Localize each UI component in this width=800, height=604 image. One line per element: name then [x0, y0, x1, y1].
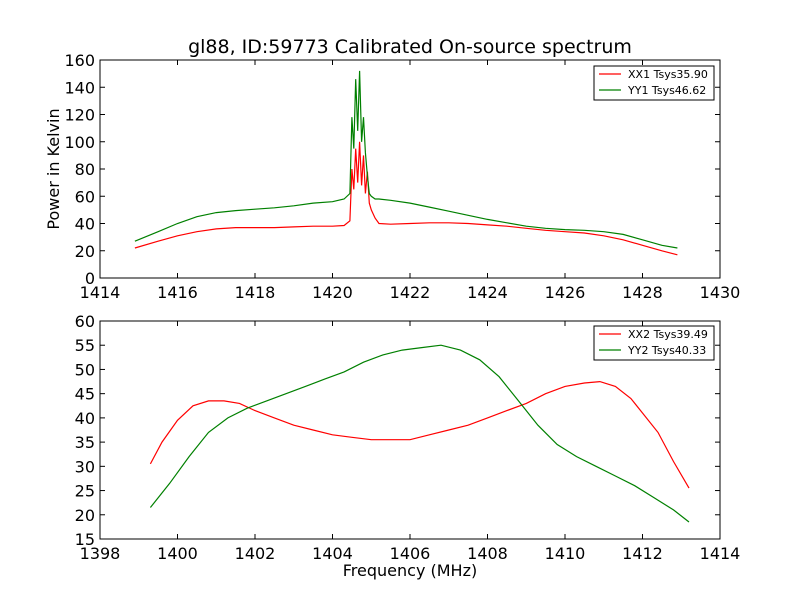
bottom-y-tick-label: 40	[75, 409, 95, 428]
top-x-tick-label: 1416	[157, 283, 198, 302]
top-x-tick-label: 1430	[700, 283, 741, 302]
legend-label-yy2: YY2 Tsys40.33	[627, 344, 706, 357]
series-line-xx1	[134, 141, 678, 256]
bottom-x-axis-label: Frequency (MHz)	[343, 561, 477, 580]
top-axis-ticks: 1414 1416 1418 1420 1422 1424 1426 1428 1430 0 20 4…	[64, 51, 740, 302]
bottom-y-tick-label: 50	[75, 360, 95, 379]
bottom-x-tick-label: 1412	[622, 544, 663, 563]
top-x-tick-label: 1426	[545, 283, 586, 302]
series-line-xx2	[149, 380, 690, 489]
bottom-x-tick-label: 1400	[157, 544, 198, 563]
bottom-x-tick-label: 1402	[235, 544, 276, 563]
top-plot-area	[134, 70, 678, 256]
top-y-tick-label: 140	[64, 78, 95, 97]
bottom-x-tick-label: 1408	[467, 544, 508, 563]
bottom-plot-area	[149, 344, 690, 523]
bottom-x-tick-label: 1406	[390, 544, 431, 563]
bottom-y-tick-label: 45	[75, 385, 95, 404]
top-x-tick-label: 1418	[235, 283, 276, 302]
top-y-axis-label: Power in Kelvin	[44, 108, 63, 229]
bottom-y-tick-label: 35	[75, 433, 95, 452]
top-x-tick-label: 1422	[390, 283, 431, 302]
bottom-x-tick-label: 1414	[700, 544, 741, 563]
bottom-y-tick-label: 25	[75, 482, 95, 501]
series-line-yy2	[149, 344, 690, 523]
bottom-legend: XX2 Tsys39.49 YY2 Tsys40.33	[593, 325, 715, 361]
top-x-tick-label: 1428	[622, 283, 663, 302]
bottom-panel: Frequency (MHz) 1398 1400 1402 1404 1406 1408…	[75, 312, 741, 580]
top-x-tick-label: 1414	[80, 283, 121, 302]
top-y-tick-label: 20	[75, 242, 95, 261]
top-x-tick-label: 1424	[467, 283, 508, 302]
top-y-tick-label: 0	[85, 269, 95, 288]
legend-label-xx1: XX1 Tsys35.90	[628, 68, 708, 81]
bottom-y-tick-label: 55	[75, 336, 95, 355]
top-y-tick-label: 80	[75, 160, 95, 179]
top-axes-frame	[99, 59, 721, 279]
top-y-tick-label: 160	[64, 51, 95, 70]
top-legend-box	[593, 65, 715, 101]
top-y-tick-label: 60	[75, 187, 95, 206]
bottom-x-tick-label: 1404	[312, 544, 353, 563]
top-y-tick-label: 120	[64, 106, 95, 125]
top-legend: XX1 Tsys35.90 YY1 Tsys46.62	[593, 65, 715, 101]
bottom-y-tick-label: 60	[75, 312, 95, 331]
top-x-tick-label: 1420	[312, 283, 353, 302]
top-y-tick-label: 40	[75, 215, 95, 234]
legend-label-xx2: XX2 Tsys39.49	[628, 328, 708, 341]
bottom-y-tick-label: 15	[75, 530, 95, 549]
chart-title: gl88, ID:59773 Calibrated On-source spec…	[188, 36, 632, 58]
bottom-legend-box	[593, 325, 715, 361]
top-panel: gl88, ID:59773 Calibrated On-source spec…	[44, 36, 740, 302]
legend-label-yy1: YY1 Tsys46.62	[627, 84, 706, 97]
bottom-axis-ticks: 1398 1400 1402 1404 1406 1408 1410 1412 1414 15 20…	[75, 312, 741, 563]
bottom-y-tick-label: 20	[75, 506, 95, 525]
bottom-y-tick-label: 30	[75, 457, 95, 476]
series-line-yy1	[134, 70, 678, 249]
bottom-x-tick-label: 1398	[80, 544, 121, 563]
bottom-axes-frame	[99, 320, 721, 540]
top-y-tick-label: 100	[64, 133, 95, 152]
bottom-x-tick-label: 1410	[545, 544, 586, 563]
